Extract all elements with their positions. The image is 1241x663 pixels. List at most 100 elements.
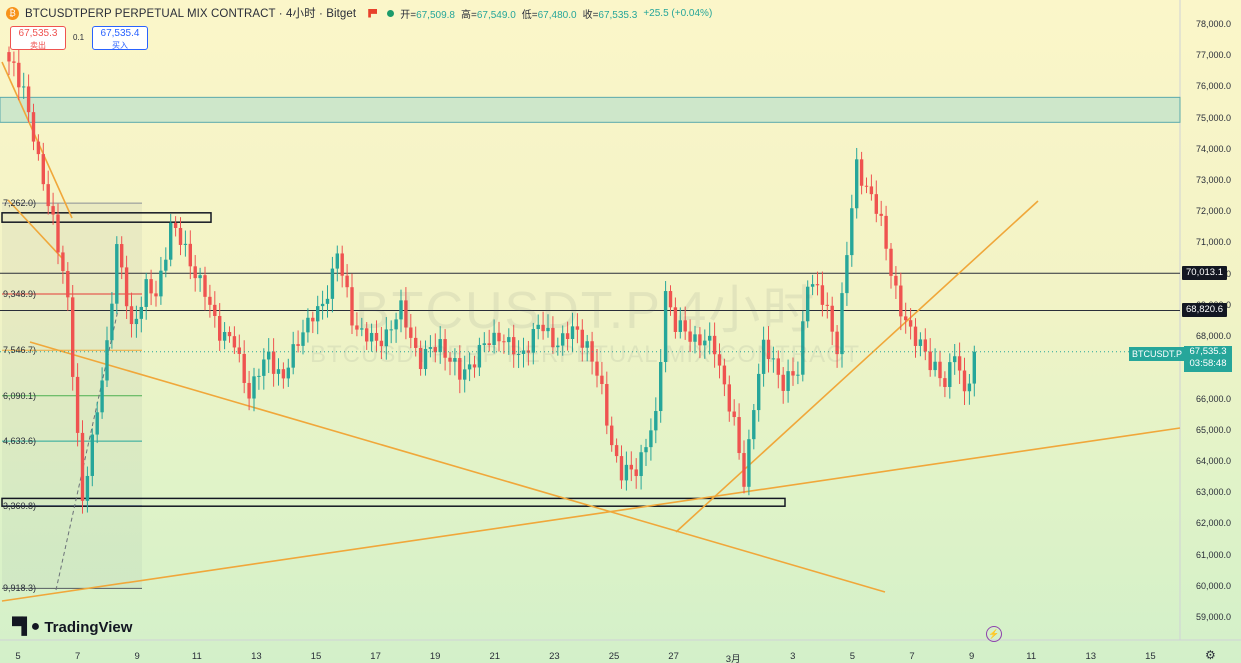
tradingview-wordmark: TradingView bbox=[44, 618, 133, 636]
candle-body bbox=[291, 344, 295, 368]
time-tick-label: 9 bbox=[968, 651, 975, 662]
candle-body bbox=[384, 329, 388, 347]
candle-body bbox=[335, 253, 339, 269]
candle-body bbox=[144, 279, 148, 307]
candle-body bbox=[825, 304, 829, 306]
candle-body bbox=[649, 430, 653, 448]
candle-body bbox=[727, 384, 731, 412]
candle-body bbox=[693, 334, 697, 342]
candle-body bbox=[884, 215, 888, 249]
candle-body bbox=[904, 316, 908, 321]
fib-level-label: 7,262.0) bbox=[3, 198, 37, 209]
candle-body bbox=[913, 326, 918, 346]
candle-body bbox=[350, 287, 354, 326]
candle-body bbox=[355, 325, 359, 330]
time-tick-label: 5 bbox=[15, 651, 21, 662]
fib-level-label: 9,918.3) bbox=[3, 583, 37, 594]
candle-body bbox=[222, 331, 227, 341]
candle-body bbox=[551, 327, 555, 348]
candle-body bbox=[36, 141, 41, 155]
candle-body bbox=[129, 306, 134, 325]
ohlc-low: 低=67,480.0 bbox=[521, 9, 577, 21]
candle-body bbox=[325, 298, 330, 304]
candle-body bbox=[663, 291, 668, 363]
symbol-title[interactable]: BTCUSDTPERP PERPETUAL MIX CONTRACT · 4小时… bbox=[25, 8, 357, 20]
candle-body bbox=[198, 275, 202, 279]
lightning-icon[interactable]: ⚡ bbox=[986, 626, 1002, 642]
candle-body bbox=[492, 332, 496, 346]
candle-body bbox=[227, 331, 232, 337]
time-tick-label: 17 bbox=[370, 651, 381, 662]
candle-body bbox=[835, 331, 839, 355]
candle-body bbox=[624, 464, 629, 481]
candle-body bbox=[365, 328, 369, 342]
candle-body bbox=[561, 333, 565, 346]
candle-body bbox=[453, 358, 457, 362]
candle-body bbox=[487, 343, 491, 346]
candle-body bbox=[458, 358, 462, 380]
candle-body bbox=[301, 332, 305, 346]
candle-body bbox=[791, 371, 795, 376]
watermark-symbol: BTCUSDT.P 4小时 bbox=[355, 282, 817, 340]
candle-body bbox=[894, 275, 898, 286]
candle-body bbox=[178, 227, 183, 245]
bitcoin-icon: ₿ bbox=[6, 6, 19, 20]
candle-body bbox=[610, 425, 614, 446]
candle-body bbox=[536, 324, 540, 330]
candle-body bbox=[188, 243, 192, 267]
last-price-tag: 67,535.3 03:58:48 bbox=[1184, 346, 1232, 372]
candle-body bbox=[703, 340, 707, 346]
candle-body bbox=[757, 373, 761, 411]
candle-body bbox=[575, 326, 580, 330]
candle-body bbox=[448, 357, 452, 362]
ohlc-high: 高=67,549.0 bbox=[461, 9, 516, 21]
candle-body bbox=[271, 351, 276, 374]
time-tick-label: 3月 bbox=[725, 654, 741, 663]
tradingview-logo[interactable]: ▀▌● TradingView bbox=[12, 618, 132, 636]
price-tick-label: 72,000.0 bbox=[1195, 206, 1231, 217]
candle-body bbox=[761, 339, 766, 374]
fib-level-label: 4,633.6) bbox=[3, 436, 37, 447]
candle-body bbox=[482, 343, 486, 345]
candle-body bbox=[810, 284, 815, 287]
candle-body bbox=[644, 447, 648, 453]
candle-body bbox=[698, 334, 702, 346]
candle-body bbox=[71, 297, 75, 377]
candle-body bbox=[7, 52, 11, 62]
candle-body bbox=[80, 432, 85, 501]
trend-line bbox=[7, 199, 63, 259]
candle-body bbox=[203, 275, 207, 297]
candle-body bbox=[85, 475, 90, 501]
price-axis[interactable]: 59,000.0 60,000.0 61,000.0 62,000.0 63,000.0… bbox=[1180, 0, 1241, 640]
candle-body bbox=[409, 327, 413, 338]
candle-body bbox=[193, 266, 197, 279]
candle-body bbox=[345, 275, 349, 288]
candle-body bbox=[580, 329, 584, 348]
candle-body bbox=[110, 303, 114, 341]
candle-body bbox=[820, 285, 825, 305]
settings-gear-icon[interactable]: ⚙ bbox=[1205, 648, 1216, 662]
candle-body bbox=[213, 304, 217, 316]
candle-body bbox=[31, 112, 36, 142]
sell-button[interactable]: 67,535.3 卖出 bbox=[10, 26, 66, 50]
time-tick-label: 13 bbox=[1085, 651, 1097, 662]
candle-body bbox=[801, 321, 805, 375]
sell-price: 67,535.3 bbox=[18, 28, 58, 39]
price-tick-label: 59,000.0 bbox=[1195, 612, 1231, 622]
candle-body bbox=[565, 333, 570, 340]
candle-body bbox=[619, 456, 624, 481]
symbol-tag: BTCUSDT.P bbox=[1129, 347, 1186, 361]
flag-icon[interactable] bbox=[368, 8, 378, 18]
time-tick-label: 7 bbox=[909, 651, 915, 662]
candle-body bbox=[169, 222, 173, 260]
candle-body bbox=[95, 412, 99, 435]
candle-body bbox=[840, 293, 844, 355]
candle-body bbox=[639, 452, 643, 477]
candle-body bbox=[938, 361, 942, 379]
buy-button[interactable]: 67,535.4 买入 bbox=[92, 26, 148, 50]
time-tick-label: 15 bbox=[310, 651, 322, 662]
price-tick-label: 75,000.0 bbox=[1195, 112, 1231, 123]
candle-body bbox=[247, 382, 251, 399]
